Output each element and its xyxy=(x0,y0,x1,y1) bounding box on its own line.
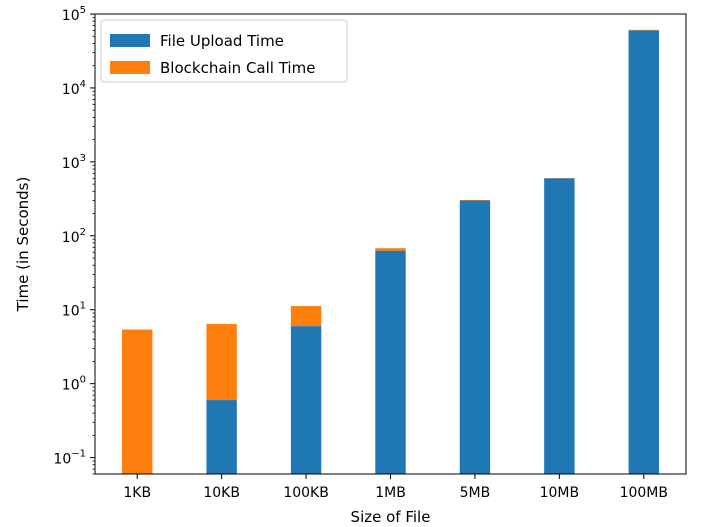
y-tick-exponent: 0 xyxy=(80,375,86,386)
bar-blockchain-call-1MB xyxy=(375,248,406,251)
bar-blockchain-call-10KB xyxy=(206,324,237,401)
x-tick-label: 5MB xyxy=(460,485,491,501)
y-tick-base: 10 xyxy=(62,82,80,98)
legend-label: File Upload Time xyxy=(160,32,284,50)
y-tick-exponent: 2 xyxy=(80,227,86,238)
y-tick-base: 10 xyxy=(62,8,80,24)
y-tick-exponent: 3 xyxy=(80,153,86,164)
bars-layer xyxy=(122,29,659,475)
bar-file-upload-10MB xyxy=(544,178,575,475)
y-tick-label: 10−1 xyxy=(53,449,86,468)
x-tick-label: 10KB xyxy=(203,485,240,501)
x-axis-ticks: 1KB 10KB 100KB 1MB 5MB 10MB 100MB xyxy=(123,474,668,501)
x-tick-label: 1MB xyxy=(375,485,406,501)
y-tick-exponent: 1 xyxy=(80,301,86,312)
y-tick-label: 105 xyxy=(62,5,86,24)
y-tick-label: 104 xyxy=(62,79,86,98)
legend-box xyxy=(100,19,348,83)
y-axis-label: Time (in Seconds) xyxy=(14,177,32,313)
legend-label: Blockchain Call Time xyxy=(160,59,315,77)
x-tick-label: 10MB xyxy=(540,485,580,501)
y-tick-base: 10 xyxy=(62,304,80,320)
bar-blockchain-call-1KB xyxy=(122,329,153,474)
bar-blockchain-call-5MB xyxy=(459,199,491,201)
y-tick-exponent: 5 xyxy=(80,5,86,16)
bar-file-upload-5MB xyxy=(459,200,491,474)
x-tick-label: 100MB xyxy=(620,485,668,501)
plot-frame xyxy=(94,13,687,475)
x-axis-label: Size of File xyxy=(351,508,431,526)
bar-file-upload-1MB xyxy=(375,250,406,474)
bar-blockchain-call-100KB xyxy=(290,306,322,327)
y-tick-label: 103 xyxy=(62,153,86,172)
legend-swatch-blockchain-call xyxy=(110,61,150,74)
y-tick-base: 10 xyxy=(62,378,80,394)
legend-swatch-file-upload xyxy=(110,34,150,47)
y-tick-label: 100 xyxy=(62,375,86,394)
x-tick-label: 1KB xyxy=(123,485,151,501)
y-tick-base: 10 xyxy=(62,230,80,246)
y-tick-label: 102 xyxy=(62,227,86,246)
legend: File Upload Time Blockchain Call Time xyxy=(100,19,348,83)
bar-file-upload-10KB xyxy=(206,400,237,474)
y-tick-exponent: 4 xyxy=(80,79,86,90)
bar-file-upload-100MB xyxy=(628,30,659,474)
x-tick-label: 100KB xyxy=(283,485,329,501)
bar-file-upload-100KB xyxy=(290,326,322,474)
y-tick-exponent: −1 xyxy=(71,449,86,460)
y-tick-label: 101 xyxy=(62,301,86,320)
bar-blockchain-call-100MB xyxy=(628,29,659,31)
y-tick-base: 10 xyxy=(62,156,80,172)
y-tick-base: 10 xyxy=(53,452,71,468)
